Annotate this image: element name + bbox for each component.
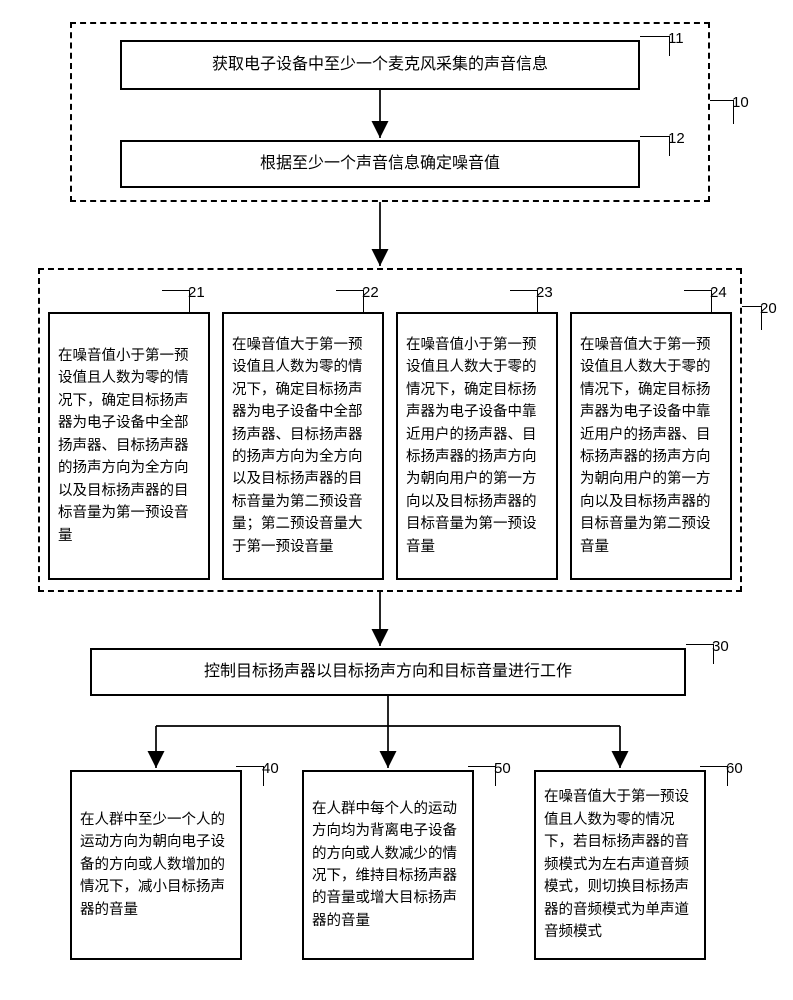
- label-23: 23: [536, 284, 553, 301]
- label-10: 10: [732, 94, 749, 111]
- leader-22: [336, 290, 364, 314]
- label-30: 30: [712, 638, 729, 655]
- leader-20: [742, 306, 762, 330]
- box-30: 控制目标扬声器以目标扬声方向和目标音量进行工作: [90, 648, 686, 696]
- box-11-text: 获取电子设备中至少一个麦克风采集的声音信息: [212, 53, 548, 78]
- label-50: 50: [494, 760, 511, 777]
- box-23: 在噪音值小于第一预设值且人数大于零的情况下，确定目标扬声器为电子设备中靠近用户的…: [396, 312, 558, 580]
- leader-10: [710, 100, 734, 124]
- box-21-text: 在噪音值小于第一预设值且人数为零的情况下，确定目标扬声器为电子设备中全部扬声器、…: [58, 345, 200, 547]
- label-11: 11: [668, 30, 684, 47]
- box-50-text: 在人群中每个人的运动方向均为背离电子设备的方向或人数减少的情况下，维持目标扬声器…: [312, 798, 464, 933]
- label-60: 60: [726, 760, 743, 777]
- box-50: 在人群中每个人的运动方向均为背离电子设备的方向或人数减少的情况下，维持目标扬声器…: [302, 770, 474, 960]
- box-24: 在噪音值大于第一预设值且人数大于零的情况下，确定目标扬声器为电子设备中靠近用户的…: [570, 312, 732, 580]
- box-22-text: 在噪音值大于第一预设值且人数为零的情况下，确定目标扬声器为电子设备中全部扬声器、…: [232, 334, 374, 559]
- leader-12: [640, 136, 670, 156]
- leader-40: [236, 766, 264, 786]
- label-21: 21: [188, 284, 205, 301]
- leader-24: [684, 290, 712, 314]
- leader-23: [510, 290, 538, 314]
- label-24: 24: [710, 284, 727, 301]
- box-11: 获取电子设备中至少一个麦克风采集的声音信息: [120, 40, 640, 90]
- leader-50: [468, 766, 496, 786]
- box-21: 在噪音值小于第一预设值且人数为零的情况下，确定目标扬声器为电子设备中全部扬声器、…: [48, 312, 210, 580]
- box-60: 在噪音值大于第一预设值且人数为零的情况下，若目标扬声器的音频模式为左右声道音频模…: [534, 770, 706, 960]
- leader-30: [686, 644, 714, 664]
- box-22: 在噪音值大于第一预设值且人数为零的情况下，确定目标扬声器为电子设备中全部扬声器、…: [222, 312, 384, 580]
- box-24-text: 在噪音值大于第一预设值且人数大于零的情况下，确定目标扬声器为电子设备中靠近用户的…: [580, 334, 722, 559]
- box-40: 在人群中至少一个人的运动方向为朝向电子设备的方向或人数增加的情况下，减小目标扬声…: [70, 770, 242, 960]
- box-40-text: 在人群中至少一个人的运动方向为朝向电子设备的方向或人数增加的情况下，减小目标扬声…: [80, 809, 232, 921]
- label-12: 12: [668, 130, 685, 147]
- box-12-text: 根据至少一个声音信息确定噪音值: [260, 152, 500, 177]
- leader-60: [700, 766, 728, 786]
- box-23-text: 在噪音值小于第一预设值且人数大于零的情况下，确定目标扬声器为电子设备中靠近用户的…: [406, 334, 548, 559]
- flowchart-canvas: 获取电子设备中至少一个麦克风采集的声音信息 根据至少一个声音信息确定噪音值 在噪…: [0, 0, 793, 1000]
- label-40: 40: [262, 760, 279, 777]
- box-60-text: 在噪音值大于第一预设值且人数为零的情况下，若目标扬声器的音频模式为左右声道音频模…: [544, 786, 696, 943]
- box-30-text: 控制目标扬声器以目标扬声方向和目标音量进行工作: [204, 660, 572, 685]
- leader-11: [640, 36, 670, 56]
- box-12: 根据至少一个声音信息确定噪音值: [120, 140, 640, 188]
- leader-21: [162, 290, 190, 314]
- label-22: 22: [362, 284, 379, 301]
- label-20: 20: [760, 300, 777, 317]
